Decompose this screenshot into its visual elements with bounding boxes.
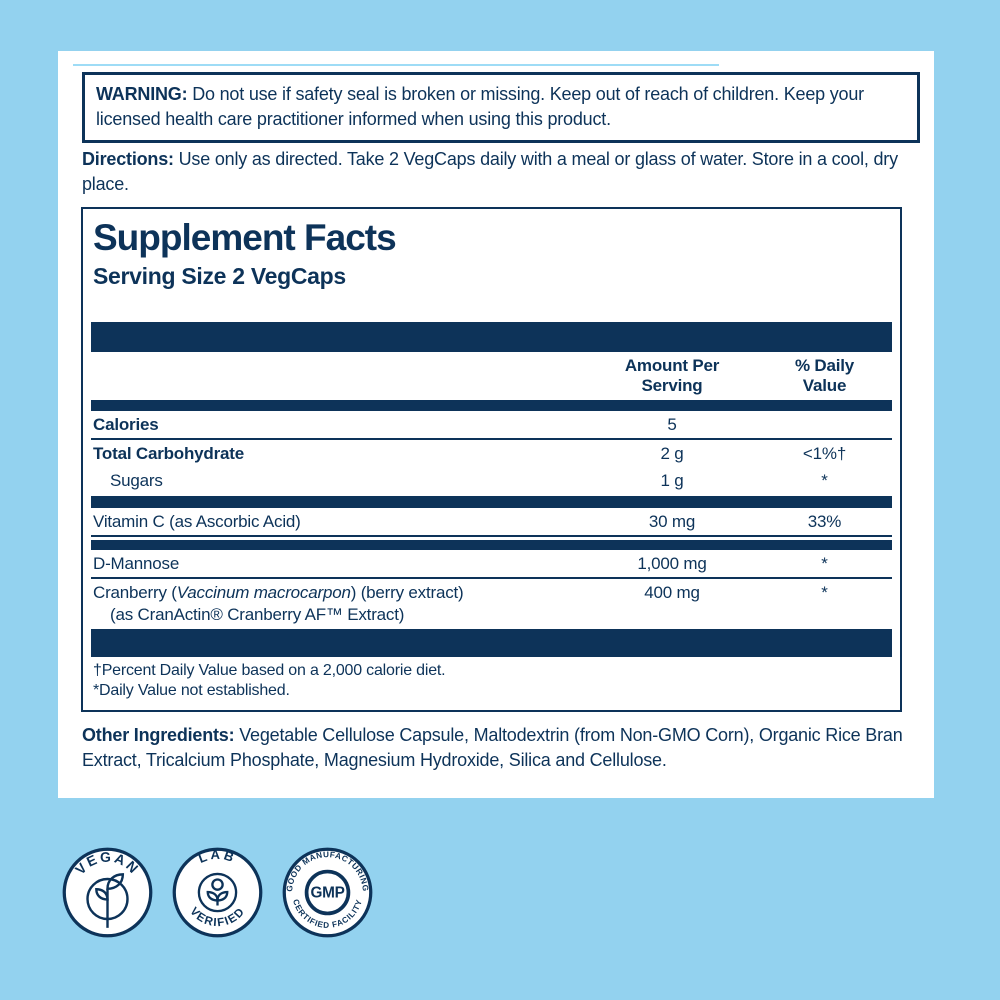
facts-row-sugars: Sugars 1 g *	[91, 467, 892, 494]
facts-row-total-carbohydrate: Total Carbohydrate 2 g <1%†	[91, 440, 892, 467]
facts-row-d-mannose: D-Mannose 1,000 mg *	[91, 550, 892, 579]
serving-size: Serving Size 2 VegCaps	[93, 263, 346, 289]
directions-text: Use only as directed. Take 2 VegCaps dai…	[82, 149, 898, 194]
nutrient-amount: 1,000 mg	[637, 554, 707, 573]
lab-verified-badge: LAB VERIFIED	[172, 847, 263, 938]
nutrient-amount: 5	[667, 415, 677, 434]
certification-badges: VEGAN LAB VERIFIED	[61, 846, 374, 939]
vegan-badge: VEGAN	[62, 847, 153, 938]
nutrient-dv: 33%	[807, 512, 842, 531]
nutrient-name: Total Carbohydrate	[93, 444, 244, 463]
facts-row-vitamin-c: Vitamin C (as Ascorbic Acid) 30 mg 33%	[91, 508, 892, 537]
nutrient-name-suffix: ) (berry extract)	[350, 583, 464, 602]
supplement-facts-title: Supplement Facts	[93, 217, 397, 258]
other-ingredients-label: Other Ingredients:	[82, 725, 235, 745]
divider-bar	[91, 400, 892, 411]
facts-row-cranberry: Cranberry (Vaccinum macrocarpon) (berry …	[91, 579, 892, 606]
supplement-facts-panel: Supplement Facts Serving Size 2 VegCaps …	[81, 207, 902, 712]
nutrient-subline: (as CranActin® Cranberry AF™ Extract)	[110, 605, 405, 624]
nutrient-name-prefix: Cranberry (	[93, 583, 177, 602]
divider-bar	[91, 322, 892, 352]
nutrient-name: Vitamin C (as Ascorbic Acid)	[93, 512, 301, 531]
facts-header-row: Amount Per Serving % Daily Value	[91, 352, 892, 400]
flower-icon	[197, 872, 238, 913]
directions-label: Directions:	[82, 149, 174, 169]
footnotes: †Percent Daily Value based on a 2,000 ca…	[91, 661, 892, 701]
column-header-amount: Amount Per Serving	[624, 356, 720, 395]
footnote-not-established: *Daily Value not established.	[93, 682, 290, 699]
other-ingredients-text: Vegetable Cellulose Capsule, Maltodextri…	[82, 725, 903, 770]
accent-line	[73, 64, 719, 66]
other-ingredients: Other Ingredients: Vegetable Cellulose C…	[82, 723, 906, 773]
column-header-daily-value: % Daily Value	[794, 356, 855, 395]
footnote-daily-value: †Percent Daily Value based on a 2,000 ca…	[93, 662, 446, 679]
nutrient-dv: *	[821, 471, 828, 490]
nutrient-name: Cranberry (Vaccinum macrocarpon) (berry …	[91, 581, 587, 605]
divider-bar	[91, 540, 892, 550]
sprout-icon	[86, 873, 129, 928]
directions: Directions: Use only as directed. Take 2…	[82, 147, 904, 197]
nutrient-name: Calories	[93, 415, 159, 434]
warning-text: Do not use if safety seal is broken or m…	[96, 84, 864, 129]
gmp-inner-ring	[304, 869, 351, 916]
facts-row-calories: Calories 5	[91, 411, 892, 440]
nutrient-name: Sugars	[110, 471, 163, 490]
warning-box: WARNING: Do not use if safety seal is br…	[82, 72, 920, 143]
divider-bar	[91, 629, 892, 657]
nutrient-amount: 2 g	[660, 444, 684, 463]
svg-text:LAB: LAB	[196, 847, 238, 866]
gmp-certified-badge: GOOD MANUFACTURING CERTIFIED FACILITY GM…	[282, 847, 373, 938]
lab-badge-top-text: LAB	[196, 847, 235, 866]
nutrient-dv: *	[821, 583, 828, 602]
gmp-badge-center-text: GMP	[310, 885, 344, 902]
nutrient-amount: 1 g	[660, 471, 684, 490]
nutrient-amount: 30 mg	[648, 512, 696, 531]
nutrient-amount: 400 mg	[644, 583, 700, 602]
label-card: WARNING: Do not use if safety seal is br…	[58, 51, 934, 798]
divider-bar	[91, 496, 892, 508]
warning-label: WARNING:	[96, 84, 188, 104]
nutrient-dv: <1%†	[802, 444, 847, 463]
nutrient-name: D-Mannose	[93, 554, 180, 573]
nutrient-species-name: Vaccinum macrocarpon	[176, 583, 351, 602]
nutrient-dv: *	[821, 554, 828, 573]
